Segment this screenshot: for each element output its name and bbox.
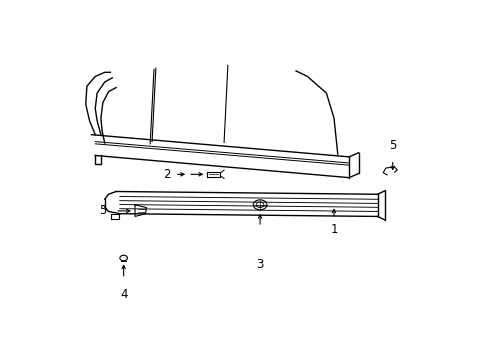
Text: 4: 4	[120, 288, 127, 301]
Text: 5: 5	[99, 204, 106, 217]
Text: 5: 5	[388, 139, 396, 152]
Text: 3: 3	[256, 258, 263, 271]
Text: 1: 1	[329, 223, 337, 237]
Text: 2: 2	[163, 168, 171, 181]
